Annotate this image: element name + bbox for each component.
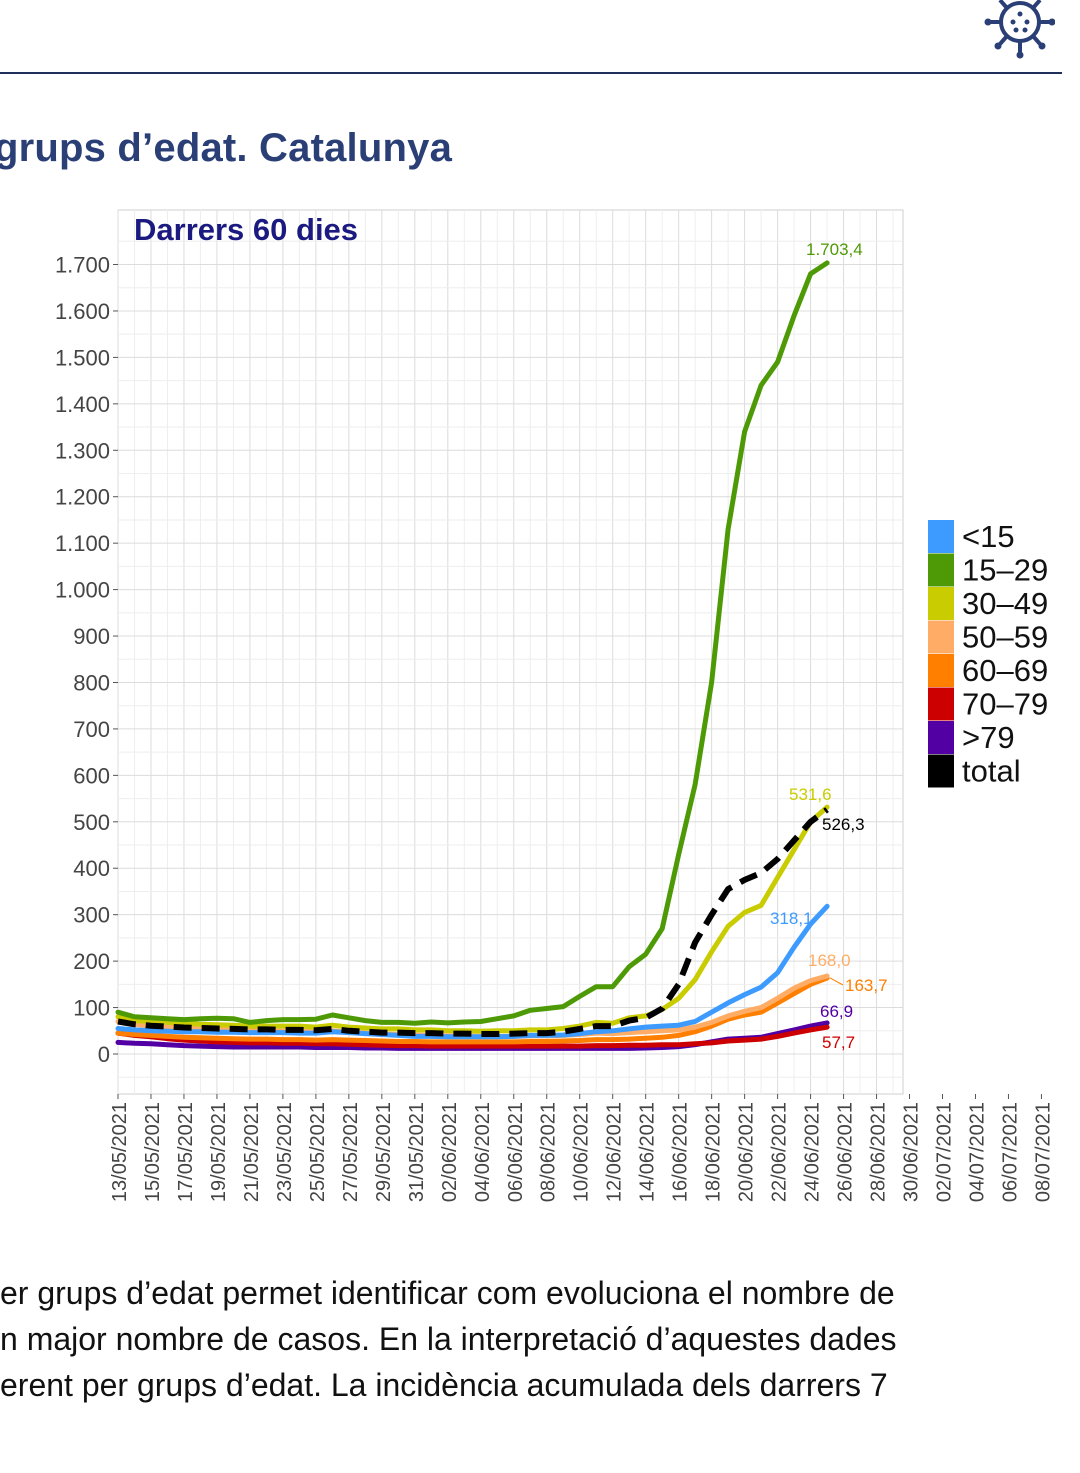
x-tick-label: 17/05/2021 [175,1102,197,1202]
x-tick-label: 22/06/2021 [769,1102,791,1202]
legend-swatch-50–59 [928,620,954,654]
legend-label-70–79: 70–79 [962,687,1048,722]
y-tick-label: 1.300 [55,438,110,463]
end-label-30–49: 531,6 [789,785,832,804]
y-tick-label: 1.200 [55,485,110,510]
x-tick-label: 06/06/2021 [505,1102,527,1202]
series-line-15–29 [115,260,830,1026]
x-tick-label: 30/06/2021 [901,1102,923,1202]
legend-label-<15: <15 [962,519,1015,554]
y-tick-label: 1.400 [55,392,110,417]
legend-label-15–29: 15–29 [962,553,1048,588]
end-label-60–69: 163,7 [845,976,888,995]
legend-label->79: >79 [962,720,1015,755]
y-tick-label: 1.000 [55,578,110,603]
x-tick-label: 04/07/2021 [966,1102,988,1202]
series-line-<15 [115,903,830,1040]
paragraph-line-1: er grups d’edat permet identificar com e… [0,1275,895,1311]
legend-swatch-30–49 [928,587,954,620]
x-tick-label: 29/05/2021 [373,1102,395,1202]
chart-title: Darrers 60 dies [134,212,358,247]
y-tick-label: 300 [73,903,110,928]
x-tick-label: 26/06/2021 [835,1102,857,1202]
x-tick-label: 28/06/2021 [868,1102,890,1202]
legend-swatch-15–29 [928,553,954,587]
legend-swatch-total [928,754,954,788]
legend-label-60–69: 60–69 [962,653,1048,688]
y-tick-label: 700 [73,717,110,742]
y-tick-label: 400 [73,856,110,881]
label-leader [829,977,844,986]
legend-label-30–49: 30–49 [962,586,1048,621]
y-tick-label: 600 [73,763,110,788]
y-tick-label: 100 [73,996,110,1021]
legend-swatch->79 [928,721,954,754]
end-label->79: 66,9 [820,1002,853,1021]
y-tick-label: 1.500 [55,345,110,370]
header-divider [0,72,1062,74]
x-tick-label: 21/05/2021 [241,1102,263,1202]
x-tick-label: 31/05/2021 [406,1102,428,1202]
y-tick-label: 0 [98,1042,110,1067]
end-label-total: 526,3 [822,815,865,834]
paragraph-line-3: erent per grups d’edat. La incidència ac… [0,1367,888,1403]
x-tick-label: 20/06/2021 [736,1102,758,1202]
virus-icon [984,0,1055,59]
x-tick-label: 27/05/2021 [340,1102,362,1202]
x-tick-label: 18/06/2021 [703,1102,725,1202]
legend-swatch-70–79 [928,687,954,721]
x-tick-label: 25/05/2021 [307,1102,329,1202]
y-tick-label: 800 [73,670,110,695]
x-tick-label: 13/05/2021 [109,1102,131,1202]
x-tick-label: 06/07/2021 [999,1102,1021,1202]
x-tick-label: 15/05/2021 [142,1102,164,1202]
x-tick-label: 12/06/2021 [604,1102,626,1202]
end-label-15–29: 1.703,4 [806,240,863,259]
paragraph-line-2: n major nombre de casos. En la interpret… [0,1321,897,1357]
y-tick-label: 200 [73,949,110,974]
legend-swatch-60–69 [928,654,954,687]
legend-label-total: total [962,754,1021,789]
x-tick-label: 23/05/2021 [274,1102,296,1202]
x-tick-label: 19/05/2021 [208,1102,230,1202]
y-tick-label: 900 [73,624,110,649]
x-tick-label: 02/06/2021 [439,1102,461,1202]
series-line-total [117,807,829,1037]
legend-label-50–59: 50–59 [962,620,1048,655]
end-label-70–79: 57,7 [822,1033,855,1052]
y-tick-label: 1.100 [55,531,110,556]
x-tick-label: 24/06/2021 [802,1102,824,1202]
legend-swatch-<15 [928,520,954,553]
y-tick-label: 1.600 [55,299,110,324]
page-heading: grups d’edat. Catalunya [0,126,453,170]
end-label-<15: 318,1 [770,909,813,928]
x-tick-label: 16/06/2021 [670,1102,692,1202]
end-label-50–59: 168,0 [808,951,851,970]
incidence-line-chart: 0 100 200 300 400 500 600 700 800 900 1.000 1.100 1.… [55,209,1054,1202]
series-line-60–69 [115,975,830,1045]
y-tick-label: 500 [73,810,110,835]
x-tick-label: 08/07/2021 [1032,1102,1054,1202]
x-tick-label: 02/07/2021 [934,1102,956,1202]
x-tick-label: 04/06/2021 [472,1102,494,1202]
x-tick-label: 10/06/2021 [571,1102,593,1202]
x-tick-label: 08/06/2021 [538,1102,560,1202]
x-tick-label: 14/06/2021 [637,1102,659,1202]
y-tick-label: 1.700 [55,253,110,278]
series-line-70–79 [115,1024,830,1049]
series-line-30–49 [115,804,830,1034]
